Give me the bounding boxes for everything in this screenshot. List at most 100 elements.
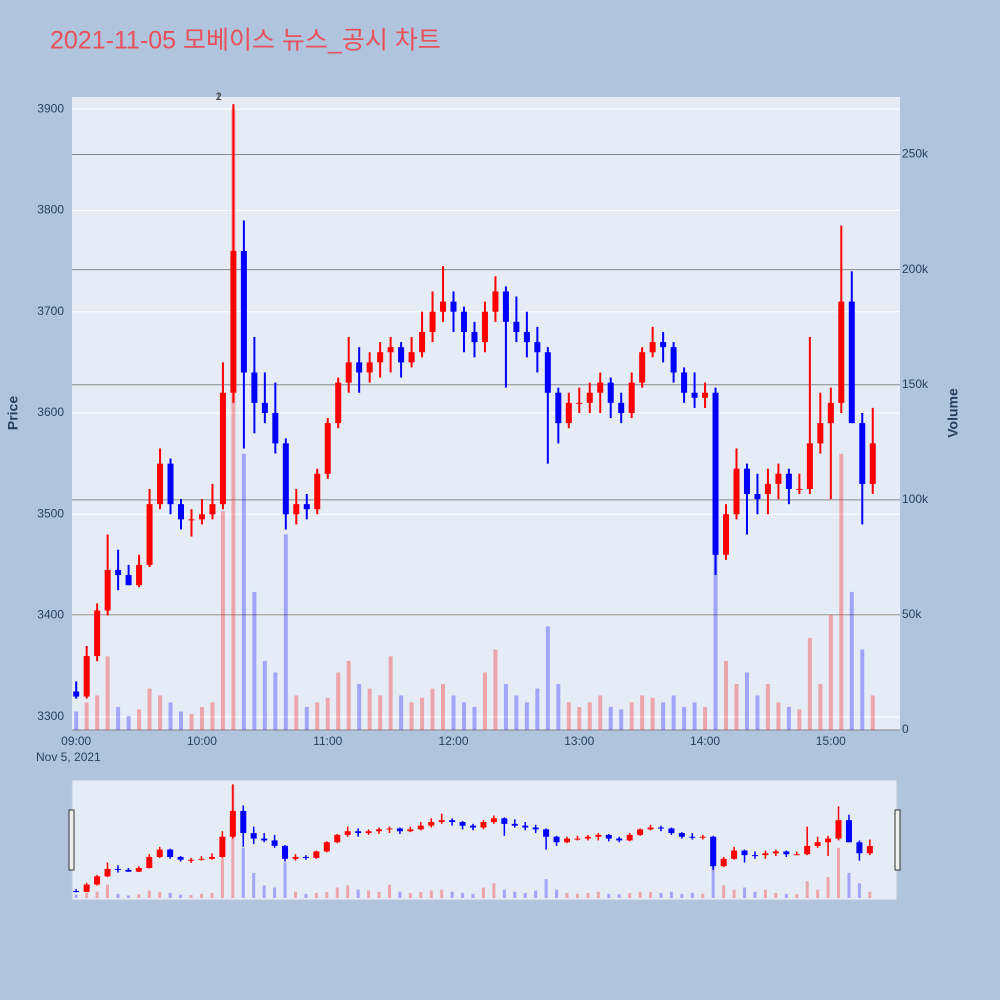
candle-body	[335, 382, 342, 424]
volume-bar	[430, 688, 435, 730]
slider-candle-body	[480, 822, 487, 828]
volume-bar	[482, 672, 487, 730]
slider-candle-body	[386, 828, 393, 830]
slider-candle-body	[605, 834, 612, 839]
slider-volume-bar	[513, 891, 517, 898]
candle-body	[775, 473, 782, 484]
slider-volume-bar	[137, 894, 141, 898]
slider-volume-bar	[680, 893, 684, 898]
slider-volume-bar	[346, 885, 350, 898]
candle-body	[723, 514, 730, 555]
volume-bar	[807, 637, 812, 730]
volume-bar	[336, 672, 341, 730]
y2-tick-label: 250k	[902, 147, 929, 161]
range-slider[interactable]	[71, 779, 898, 901]
volume-bar	[220, 511, 225, 730]
slider-candle-body	[188, 859, 195, 861]
slider-candle-body	[135, 868, 142, 872]
slider-volume-bar	[816, 889, 820, 898]
slider-candle-body	[595, 834, 602, 837]
candle-body	[230, 250, 237, 393]
candle-body	[848, 301, 855, 424]
slider-volume-bar	[763, 889, 767, 898]
slider-volume-bar	[158, 891, 162, 898]
volume-bar	[210, 702, 215, 730]
slider-volume-bar	[440, 889, 444, 898]
volume-bar	[724, 660, 729, 730]
range-handle[interactable]	[894, 809, 901, 871]
slider-candle-body	[783, 851, 790, 855]
candle-body	[513, 321, 520, 332]
slider-candle-body	[762, 853, 769, 856]
slider-candle-body	[584, 836, 591, 839]
slider-candle-body	[146, 856, 153, 869]
slider-candle-body	[376, 829, 383, 832]
slider-volume-bar	[565, 892, 569, 898]
volume-bar	[137, 709, 142, 730]
candle-body	[104, 569, 111, 611]
x-tick-label: 13:00	[564, 734, 594, 748]
volume-bar	[315, 702, 320, 730]
volume-bar	[535, 688, 540, 730]
slider-candle-body	[250, 833, 257, 839]
slider-candle-body	[344, 831, 351, 835]
candle-body	[440, 301, 447, 312]
volume-bar	[503, 683, 508, 730]
slider-candle-body	[501, 818, 508, 824]
volume-bar	[524, 702, 529, 730]
volume-bar	[472, 706, 477, 730]
slider-volume-bar	[262, 885, 266, 898]
candle-body	[73, 691, 80, 697]
slider-volume-bar	[471, 893, 475, 898]
slider-volume-bar	[857, 883, 861, 898]
range-handle[interactable]	[68, 809, 75, 871]
candle-body	[827, 402, 834, 424]
candle-body	[523, 331, 530, 343]
slider-volume-bar	[669, 891, 673, 898]
volume-bar	[357, 683, 362, 730]
y-tick-label: 3800	[37, 203, 64, 217]
volume-bar	[294, 695, 299, 730]
volume-bar	[420, 697, 425, 730]
slider-candle-body	[793, 854, 800, 856]
slider-candle-body	[302, 856, 309, 858]
slider-volume-bar	[805, 881, 809, 898]
slider-candle-body	[292, 856, 299, 859]
y-tick-label: 3900	[37, 101, 64, 115]
volume-bar	[95, 695, 100, 730]
volume-bar	[629, 702, 634, 730]
slider-volume-bar	[210, 892, 214, 898]
x-tick-label: 11:00	[313, 734, 342, 748]
candle-body	[377, 352, 384, 363]
slider-volume-bar	[534, 890, 538, 898]
slider-candle-body	[198, 858, 205, 860]
volume-bar	[74, 711, 79, 730]
candle-body	[565, 402, 572, 424]
volume-bar	[283, 534, 288, 730]
slider-volume-bar	[868, 891, 872, 898]
volume-bar	[703, 706, 708, 730]
candle-body	[314, 473, 321, 510]
slider-candle-body	[365, 831, 372, 834]
slider-candle-body	[647, 827, 654, 830]
volume-bar	[273, 672, 278, 730]
slider-candle-body	[177, 856, 184, 860]
slider-candle-body	[814, 842, 821, 846]
slider-candle-body	[741, 850, 748, 856]
slider-volume-bar	[481, 887, 485, 898]
volume-bar	[189, 713, 194, 730]
slider-volume-bar	[450, 891, 454, 898]
slider-volume-bar	[387, 884, 391, 898]
slider-candle-body	[125, 869, 132, 872]
candle-body	[555, 392, 562, 424]
slider-candle-body	[710, 836, 717, 867]
candle-body	[618, 402, 625, 413]
volume-bar	[765, 683, 770, 730]
candle-body	[240, 250, 247, 373]
slider-volume-bar	[179, 894, 183, 898]
slider-volume-bar	[544, 879, 548, 898]
slider-volume-bar	[826, 877, 830, 898]
annotation: 1	[216, 91, 222, 103]
slider-volume-bar	[617, 894, 621, 898]
